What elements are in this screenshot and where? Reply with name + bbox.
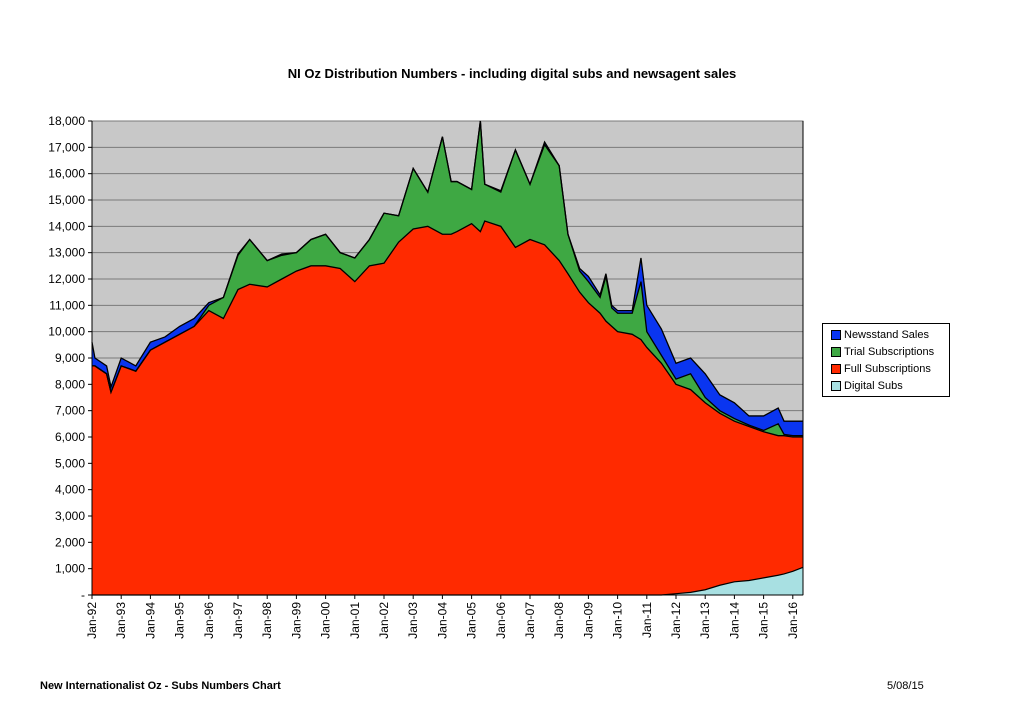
line-full-subscriptions — [92, 220, 804, 438]
x-tick-label: Jan-09 — [581, 602, 595, 639]
legend-label: Newsstand Sales — [844, 328, 929, 341]
y-tick-label: 17,000 — [48, 140, 85, 154]
legend-label: Full Subscriptions — [844, 362, 931, 375]
area-full-subscriptions — [92, 221, 804, 596]
x-tick-label: Jan-15 — [757, 602, 771, 639]
x-tick-label: Jan-02 — [377, 602, 391, 639]
legend-label: Trial Subscriptions — [844, 345, 935, 358]
legend-item-full: Full Subscriptions — [823, 360, 949, 377]
x-tick-label: Jan-97 — [231, 602, 245, 639]
area-newsstand-sales — [92, 121, 804, 436]
area-trial-subscriptions — [92, 121, 804, 437]
y-tick-label: 1,000 — [55, 562, 85, 576]
x-tick-label: Jan-94 — [143, 602, 157, 639]
x-tick-label: Jan-00 — [319, 602, 333, 639]
y-tick-label: 10,000 — [48, 325, 85, 339]
x-tick-label: Jan-13 — [698, 602, 712, 639]
legend-label: Digital Subs — [844, 379, 903, 392]
y-tick-label: 18,000 — [48, 114, 85, 128]
y-tick-label: 2,000 — [55, 535, 85, 549]
x-tick-label: Jan-99 — [289, 602, 303, 639]
y-tick-label: 13,000 — [48, 246, 85, 260]
y-tick-label: 14,000 — [48, 219, 85, 233]
x-tick-label: Jan-07 — [523, 602, 537, 639]
legend-swatch-full — [831, 363, 841, 374]
x-tick-label: Jan-92 — [85, 602, 99, 639]
x-tick-label: Jan-05 — [465, 602, 479, 639]
x-tick-label: Jan-93 — [114, 602, 128, 639]
x-tick-label: Jan-04 — [435, 602, 449, 639]
area-digital-subs — [92, 567, 804, 595]
y-tick-label: 8,000 — [55, 377, 85, 391]
y-tick-label: 6,000 — [55, 430, 85, 444]
legend-item-trial: Trial Subscriptions — [823, 343, 949, 360]
x-tick-label: Jan-03 — [406, 602, 420, 639]
x-tick-label: Jan-95 — [173, 602, 187, 639]
y-tick-label: 16,000 — [48, 167, 85, 181]
legend-swatch-digital — [831, 380, 841, 391]
legend-swatch-newsstand — [831, 329, 841, 340]
x-tick-label: Jan-10 — [611, 602, 625, 639]
x-tick-label: Jan-01 — [348, 602, 362, 639]
x-tick-label: Jan-16 — [786, 602, 800, 639]
y-tick-label: 7,000 — [55, 404, 85, 418]
legend-item-digital: Digital Subs — [823, 377, 949, 394]
y-tick-label: 5,000 — [55, 456, 85, 470]
y-tick-label: 4,000 — [55, 483, 85, 497]
x-tick-label: Jan-14 — [727, 602, 741, 639]
x-tick-label: Jan-08 — [552, 602, 566, 639]
line-newsstand-sales — [91, 120, 804, 422]
x-tick-label: Jan-06 — [494, 602, 508, 639]
y-tick-label: 12,000 — [48, 272, 85, 286]
legend-swatch-trial — [831, 346, 841, 357]
y-tick-label: 15,000 — [48, 193, 85, 207]
legend-item-newsstand: Newsstand Sales — [823, 326, 949, 343]
x-tick-label: Jan-98 — [260, 602, 274, 639]
y-tick-label: 9,000 — [55, 351, 85, 365]
y-tick-label: 11,000 — [49, 298, 85, 312]
footer-caption: New Internationalist Oz - Subs Numbers C… — [40, 680, 281, 692]
footer-date: 5/08/15 — [887, 680, 924, 692]
x-tick-label: Jan-12 — [669, 602, 683, 639]
y-tick-label: - — [81, 588, 85, 602]
chart-title: NI Oz Distribution Numbers - including d… — [287, 66, 737, 81]
y-tick-label: 3,000 — [55, 509, 85, 523]
x-tick-label: Jan-96 — [202, 602, 216, 639]
legend: Newsstand Sales Trial Subscriptions Full… — [822, 323, 950, 397]
x-tick-label: Jan-11 — [640, 602, 654, 638]
